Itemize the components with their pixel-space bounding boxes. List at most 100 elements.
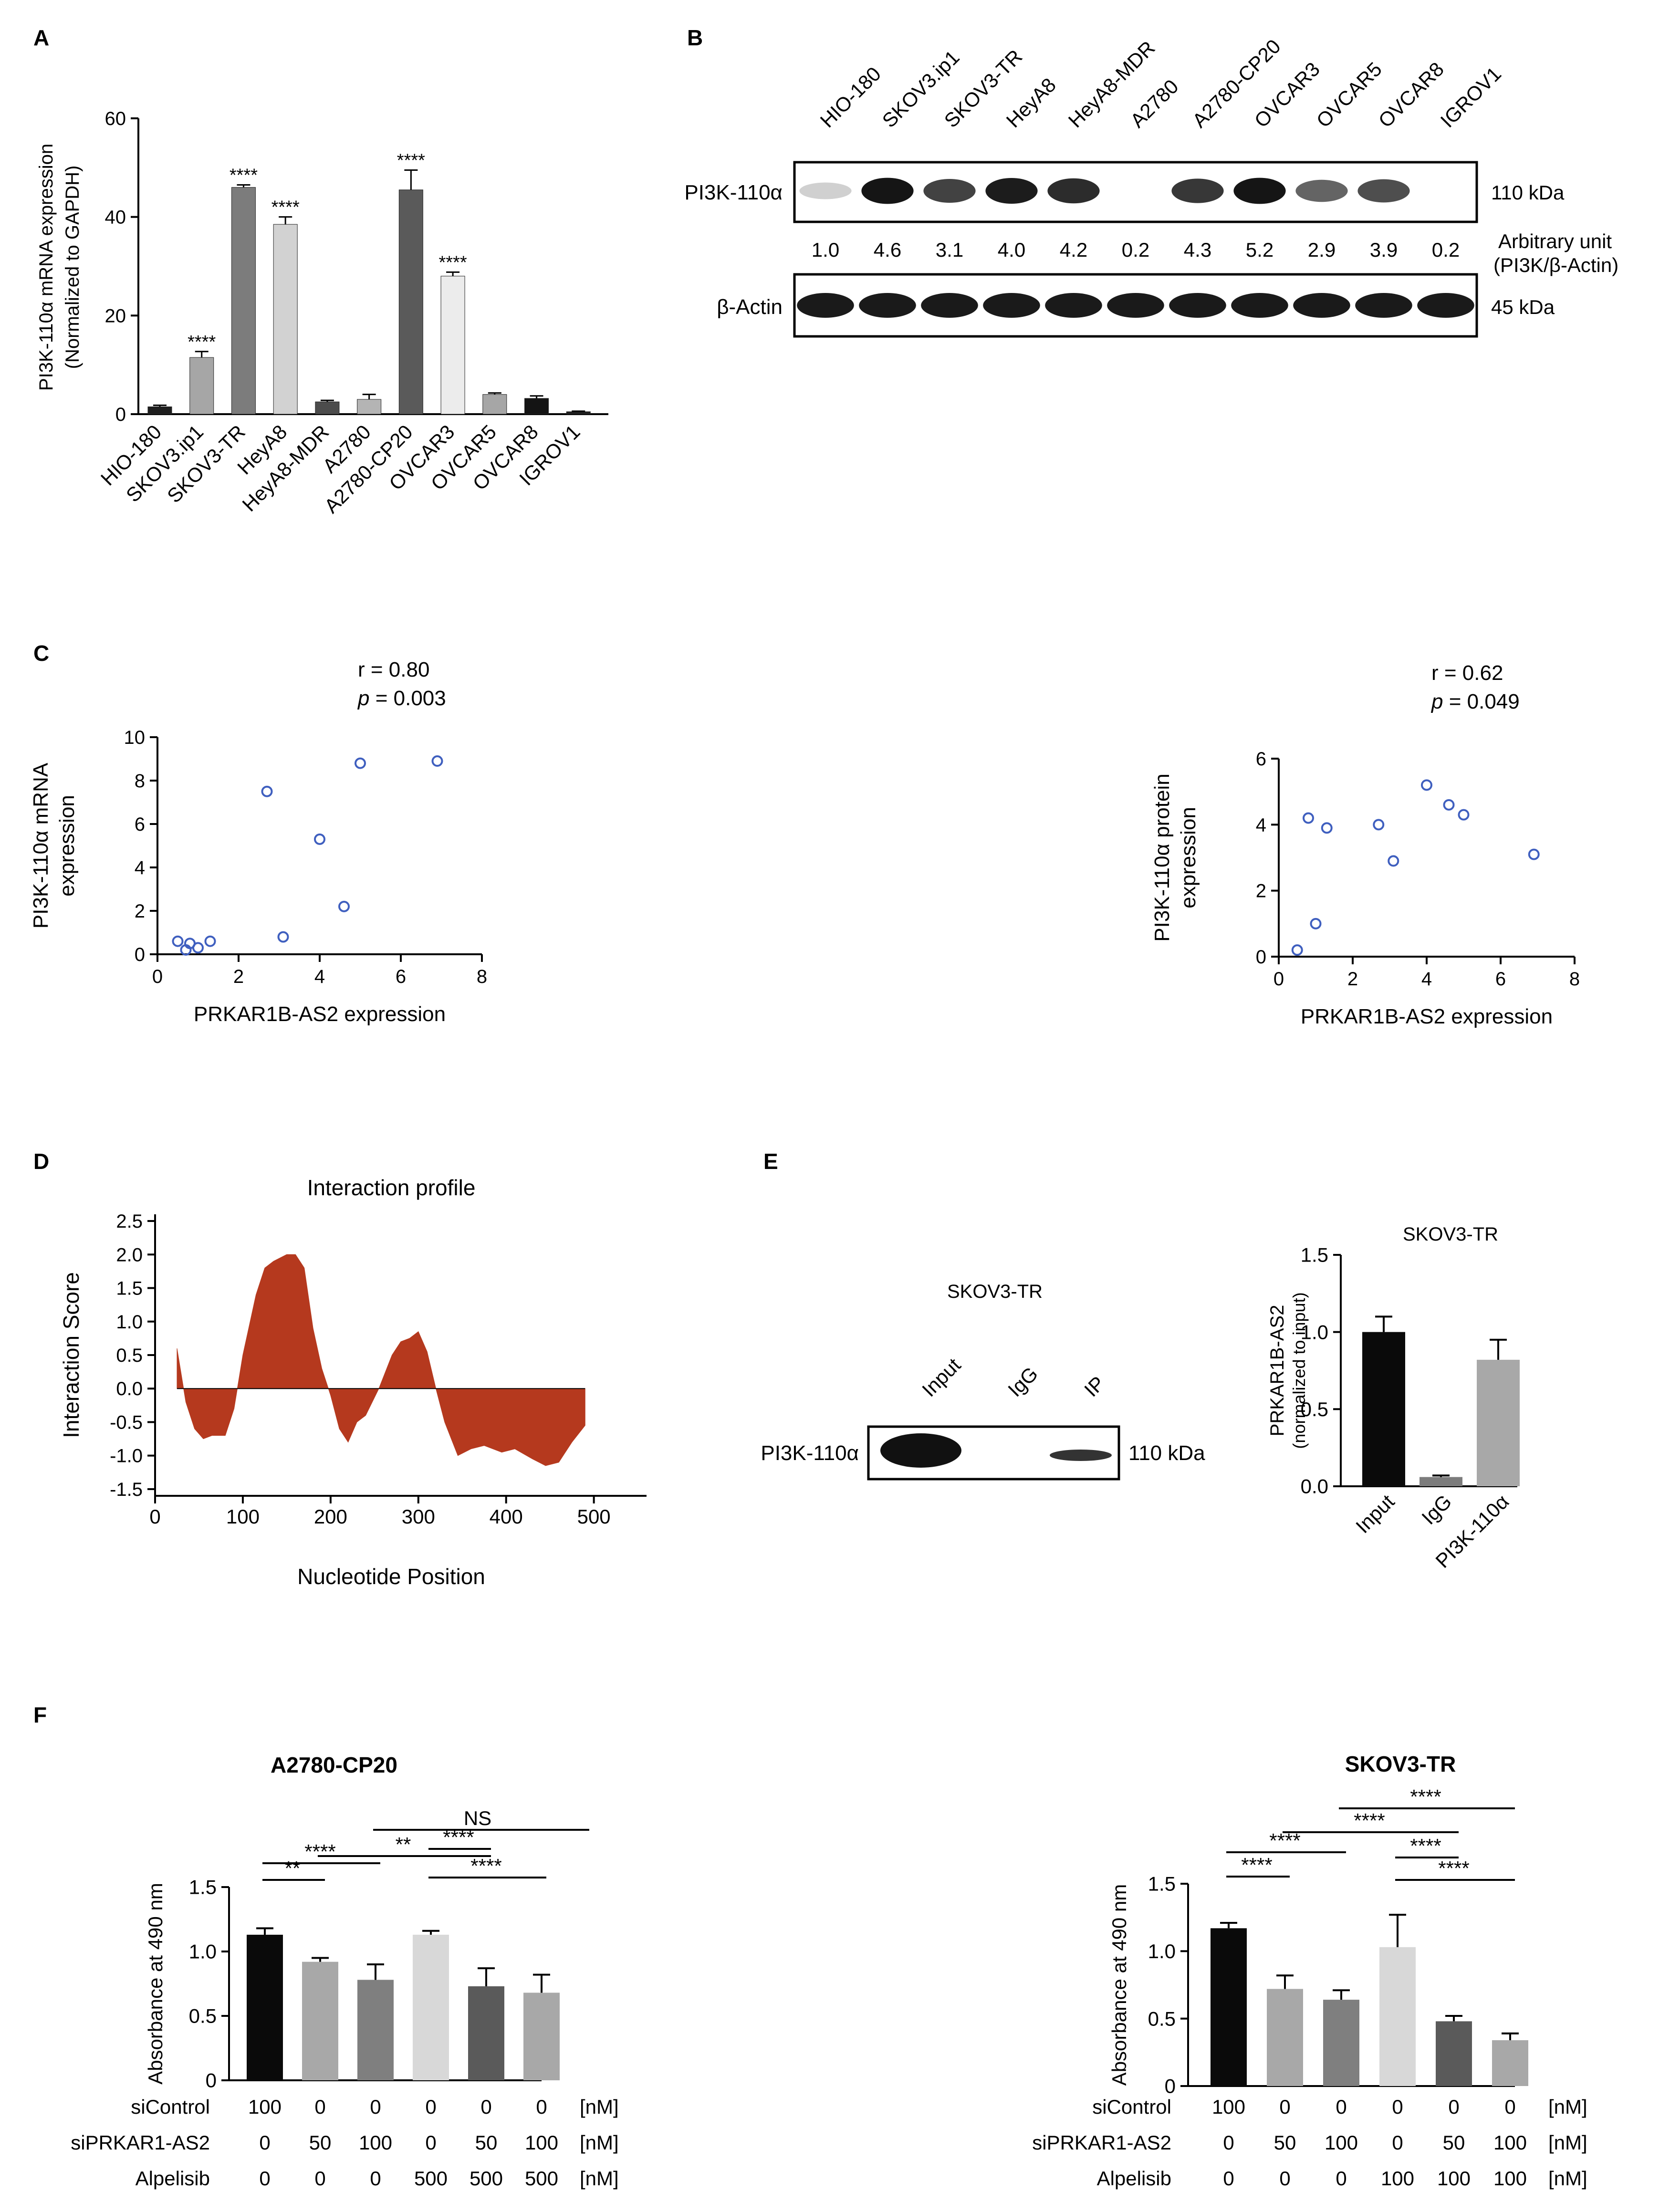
chart-f1-y-tick-label: 1.5 [189, 1876, 217, 1899]
chart-c2-y-label-2: expression [1177, 807, 1200, 908]
blot-e-lane-label: IgG [1003, 1362, 1042, 1401]
chart-c1-point [431, 755, 443, 767]
chart-f1-bar [247, 1934, 283, 2080]
chart-c1-x-tick-label: 0 [152, 966, 163, 987]
blot-b-band-actin [1417, 293, 1474, 318]
chart-f1-bar [357, 1980, 394, 2080]
chart-d-title: Interaction profile [307, 1175, 476, 1200]
chart-f2-row-value: 0 [1223, 2167, 1234, 2190]
chart-a-significance: **** [271, 198, 300, 218]
chart-f2-row-value: 50 [1443, 2131, 1465, 2154]
blot-b-band-actin [1045, 293, 1102, 318]
chart-f1-row-value: 100 [359, 2131, 392, 2154]
chart-c2-p-value: = 0.049 [1443, 690, 1519, 713]
chart-d-y-tick-label: 1.0 [116, 1312, 143, 1333]
blot-b-lane-label: OVCAR8 [1374, 58, 1448, 132]
chart-f2-significance-label: **** [1410, 1785, 1441, 1808]
chart-f1-row-units: [nM] [580, 2096, 619, 2118]
blot-b-band-pi3k [1171, 178, 1224, 203]
chart-c2-point [1303, 812, 1314, 824]
chart-c2-x-tick-label: 4 [1421, 969, 1432, 990]
chart-c1-y-tick-label: 8 [135, 771, 145, 792]
chart-f2-row-label: siPRKAR1-AS2 [1032, 2131, 1171, 2154]
chart-c2-protein-scatter: 0 2 4 6 0 2 4 6 8 PRKAR1B-AS2 expression PI3K-110α… [1150, 661, 1580, 1028]
chart-c2-point [1421, 779, 1432, 791]
chart-f2-bar [1323, 2000, 1359, 2086]
chart-e-y-label: PRKAR1B-AS2 [1267, 1305, 1288, 1437]
chart-f1-row-value: 0 [425, 2096, 436, 2118]
chart-c2-x-tick-label: 0 [1273, 969, 1284, 990]
chart-c2-x-label: PRKAR1B-AS2 expression [1301, 1005, 1553, 1028]
blot-b-band-pi3k [1233, 177, 1286, 204]
chart-a-y-tick-label: 40 [105, 207, 126, 228]
chart-c1-p-symbol: p [357, 687, 369, 710]
panel-letter-d: D [33, 1149, 49, 1174]
chart-c1-point [277, 931, 289, 943]
chart-d-y-label: Interaction Score [59, 1272, 84, 1438]
chart-f2-row-value: 0 [1279, 2167, 1290, 2190]
chart-a-mrna-bars: 0 20 40 60 PI3K-110α mRNA expression (Normali… [36, 108, 608, 517]
chart-a-bar [440, 276, 465, 415]
chart-f2-significance-label: **** [1241, 1854, 1272, 1876]
chart-d-y-tick-label: 0.5 [116, 1345, 143, 1366]
chart-f2-significance-label: **** [1438, 1857, 1469, 1879]
blot-b-ratio-value: 2.9 [1308, 239, 1336, 261]
chart-f2-row-value: 0 [1504, 2096, 1515, 2118]
chart-e-title: SKOV3-TR [1403, 1224, 1498, 1245]
chart-f1-bar [302, 1962, 338, 2080]
blot-b-ratio-value: 3.9 [1370, 239, 1398, 261]
chart-f1-bar [413, 1934, 449, 2080]
chart-f1-row-value: 0 [259, 2131, 270, 2154]
chart-f2-row-value: 100 [1493, 2131, 1527, 2154]
blot-b-lane-label: HIO-180 [816, 63, 885, 132]
chart-f2-row-value: 50 [1274, 2131, 1296, 2154]
blot-e-lane-label: IP [1080, 1372, 1109, 1401]
blot-b-band-actin [1293, 293, 1350, 318]
blot-b-row1-label: PI3K-110α [684, 181, 783, 204]
chart-f2-row-value: 100 [1325, 2131, 1358, 2154]
chart-f2-significance-label: **** [1410, 1835, 1441, 1857]
chart-c1-point [355, 757, 366, 769]
panel-letter-e: E [763, 1149, 778, 1174]
chart-d-y-tick-label: -0.5 [110, 1412, 143, 1433]
blot-b-ratio-value: 5.2 [1246, 239, 1273, 261]
chart-f2-y-label: Absorbance at 490 nm [1108, 1884, 1130, 2086]
chart-d-y-tick-label: -1.0 [110, 1446, 143, 1467]
chart-f1-y-label: Absorbance at 490 nm [144, 1883, 167, 2085]
blot-b-lane-label: OVCAR5 [1312, 58, 1386, 132]
chart-c2-p-annotation: p = 0.049 [1430, 690, 1520, 713]
chart-f2-bar [1267, 1989, 1303, 2086]
blot-b-ratio-value: 1.0 [812, 239, 839, 261]
chart-a-bar [566, 411, 591, 415]
chart-f1-y-tick-label: 1.0 [189, 1941, 217, 1963]
chart-f1-significance-label: NS [464, 1807, 491, 1829]
chart-f1-row-label: siControl [131, 2096, 210, 2118]
chart-c2-y-tick-label: 2 [1256, 881, 1266, 902]
chart-a-bar [524, 398, 549, 415]
chart-c2-x-tick-label: 8 [1569, 969, 1580, 990]
blot-b-ratio-value: 3.1 [936, 239, 963, 261]
chart-f1-row-value: 0 [314, 2167, 325, 2190]
chart-a-bar [189, 357, 214, 415]
chart-d-y-tick-label: 2.0 [116, 1244, 143, 1265]
chart-f2-row-value: 0 [1392, 2096, 1403, 2118]
chart-f1-row-units: [nM] [580, 2167, 619, 2190]
chart-f1-significance-label: ** [396, 1833, 411, 1856]
chart-d-x-tick-label: 400 [490, 1505, 523, 1528]
chart-f2-row-units: [nM] [1548, 2131, 1587, 2154]
chart-f1-row-value: 0 [314, 2096, 325, 2118]
chart-c2-point [1291, 944, 1303, 956]
chart-c2-point [1528, 848, 1540, 860]
chart-c1-point [204, 935, 216, 947]
blot-b-band-actin [1231, 293, 1288, 318]
chart-a-bar [147, 407, 172, 415]
chart-f1-row-value: 500 [470, 2167, 503, 2190]
blot-b-band-actin [1355, 293, 1412, 318]
chart-f1-row-value: 0 [259, 2167, 270, 2190]
blot-b-band-actin [1169, 293, 1226, 318]
chart-a-bar [315, 401, 340, 415]
blot-b-ratio-value: 4.2 [1060, 239, 1087, 261]
chart-a-bar [357, 399, 382, 415]
blot-b-band-pi3k [985, 177, 1038, 204]
